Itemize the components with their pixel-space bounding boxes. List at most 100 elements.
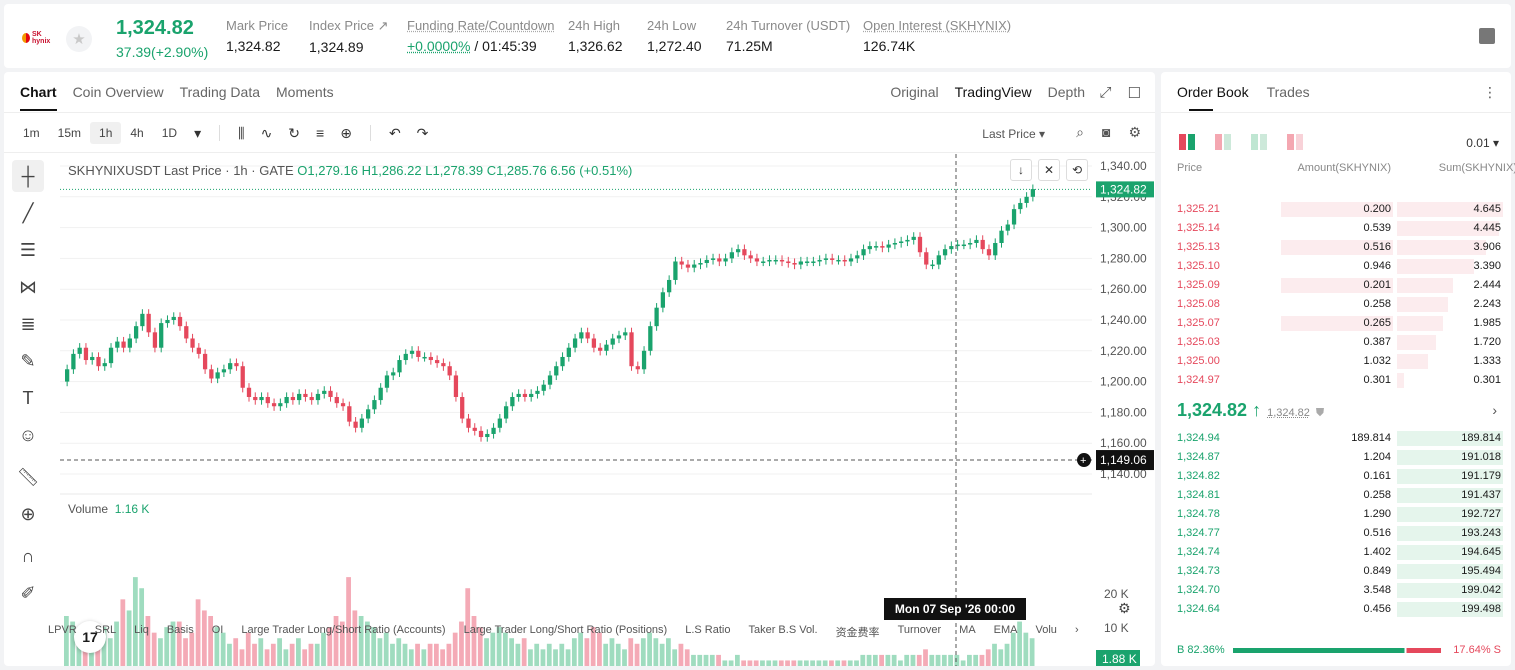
emoji-icon[interactable]: ☺ [18, 424, 38, 445]
order-book-row[interactable]: 1,325.14 0.539 4.445 [1161, 219, 1511, 238]
interval-1D[interactable]: 1D [161, 126, 178, 140]
indicator-4[interactable]: OI [211, 624, 224, 636]
ob-tab-0[interactable]: Order Book [1177, 84, 1249, 111]
brush-icon[interactable]: ✎ [20, 350, 36, 371]
candle [215, 372, 220, 379]
book-icon[interactable] [1479, 28, 1495, 44]
expand-icon[interactable]: ⤢ [1099, 84, 1112, 101]
order-book-row[interactable]: 1,325.03 0.387 1.720 [1161, 333, 1511, 352]
price-axis[interactable]: 1,340.001,320.001,300.001,280.001,260.00… [1092, 154, 1155, 666]
order-book-row[interactable]: 1,324.94 189.814 189.814 [1161, 429, 1511, 448]
fib-icon[interactable]: ≣ [20, 313, 36, 334]
indicator-6[interactable]: Large Trader Long/Short Ratio (Positions… [463, 624, 668, 636]
asks-only-icon[interactable] [1215, 134, 1231, 150]
volume-bar [534, 643, 540, 666]
search-icon[interactable]: ⌕ [1076, 124, 1084, 140]
compact-icon[interactable] [1287, 134, 1303, 150]
volume-bar [916, 654, 922, 666]
indicator-2[interactable]: Liq [134, 624, 149, 636]
order-book-row[interactable]: 1,325.00 1.032 1.333 [1161, 352, 1511, 371]
magnet-icon[interactable]: ∩ [21, 545, 35, 566]
chevron-right-icon[interactable]: › [1492, 402, 1497, 418]
replay-icon[interactable]: ↻ [288, 124, 301, 141]
row-amount: 1.032 [1363, 355, 1391, 367]
order-book-row[interactable]: 1,324.97 0.301 0.301 [1161, 371, 1511, 390]
price-type-select[interactable]: Last Price ▾ [982, 127, 1045, 141]
volume-bar [540, 649, 546, 666]
order-book-row[interactable]: 1,325.10 0.946 3.390 [1161, 257, 1511, 276]
order-book-row[interactable]: 1,325.07 0.265 1.985 [1161, 314, 1511, 333]
arrow-down-icon[interactable]: ↓ [1010, 159, 1032, 181]
indicator-12[interactable]: EMA [993, 624, 1018, 636]
camera-icon[interactable]: ◙ [1101, 124, 1111, 140]
order-book-row[interactable]: 1,324.78 1.290 192.727 [1161, 505, 1511, 524]
indicator-3[interactable]: Basis [166, 624, 194, 636]
candles-icon[interactable]: ⫼ [238, 124, 245, 141]
redo-icon[interactable]: ↷ [416, 124, 429, 141]
order-book-row[interactable]: 1,324.81 0.258 191.437 [1161, 486, 1511, 505]
collapse-icon[interactable]: ✕ [1038, 159, 1060, 181]
indicator-bar: LPVR SRL Liq Basis OI Large Trader Long/Short… [48, 624, 1079, 640]
tab-3[interactable]: Moments [276, 84, 334, 100]
interval-dropdown-icon[interactable]: ▾ [194, 124, 202, 141]
interval-4h[interactable]: 4h [130, 126, 144, 140]
horizontal-lines-icon[interactable]: ☰ [19, 239, 37, 260]
order-book-row[interactable]: 1,324.82 0.161 191.179 [1161, 467, 1511, 486]
interval-1m[interactable]: 1m [23, 126, 40, 140]
pattern-icon[interactable]: ⋈ [19, 276, 37, 297]
order-book-row[interactable]: 1,324.77 0.516 193.243 [1161, 524, 1511, 543]
indicator-10[interactable]: Turnover [897, 624, 942, 636]
order-book-row[interactable]: 1,325.09 0.201 2.444 [1161, 276, 1511, 295]
indicator-7[interactable]: L.S Ratio [685, 624, 731, 636]
trendline-icon[interactable]: ╱ [22, 202, 34, 223]
gear-icon[interactable]: ⚙ [1128, 124, 1141, 140]
order-book-row[interactable]: 1,324.64 0.456 199.498 [1161, 600, 1511, 619]
alert-add-icon[interactable]: ⊕ [340, 124, 352, 141]
text-icon[interactable]: T [22, 387, 34, 408]
tab-2[interactable]: Trading Data [179, 84, 261, 100]
window-icon[interactable]: ☐ [1127, 85, 1141, 102]
order-book-row[interactable]: 1,324.87 1.204 191.018 [1161, 448, 1511, 467]
price-chart[interactable]: Sep23456+ [60, 154, 1092, 666]
tab-1[interactable]: Coin Overview [72, 84, 164, 100]
order-book-row[interactable]: 1,324.74 1.402 194.645 [1161, 543, 1511, 562]
axis-settings-icon[interactable]: ⚙ [1118, 600, 1131, 616]
indicator-11[interactable]: MA [959, 624, 976, 636]
both-sides-icon[interactable] [1179, 134, 1195, 150]
templates-icon[interactable]: ≡ [316, 125, 325, 141]
interval-1h[interactable]: 1h [90, 122, 122, 144]
volume-bar [622, 649, 627, 666]
order-book-row[interactable]: 1,325.13 0.516 3.906 [1161, 238, 1511, 257]
tradingview-logo[interactable]: 17 [74, 621, 106, 653]
order-book-row[interactable]: 1,325.21 0.200 4.645 [1161, 200, 1511, 219]
indicator-0[interactable]: LPVR [48, 624, 77, 636]
ruler-icon[interactable]: 📏︎ [16, 466, 40, 487]
order-book-row[interactable]: 1,324.73 0.849 195.494 [1161, 562, 1511, 581]
undo-icon[interactable]: ↶ [388, 124, 401, 141]
reset-icon[interactable]: ⟲ [1066, 159, 1088, 181]
indicator-13[interactable]: Volu [1035, 624, 1057, 636]
bids-only-icon[interactable] [1251, 134, 1267, 150]
order-book-row[interactable]: 1,324.70 3.548 199.042 [1161, 581, 1511, 600]
favorite-star-icon[interactable]: ★ [66, 26, 92, 52]
indicator-1[interactable]: SRL [94, 624, 117, 636]
zoom-icon[interactable]: ⊕ [20, 503, 36, 524]
candle [422, 356, 427, 359]
crosshair-icon[interactable]: ┼ [12, 160, 44, 192]
view-1[interactable]: TradingView [954, 84, 1032, 100]
chevron-right-icon[interactable]: › [1074, 624, 1079, 636]
indicator-5[interactable]: Large Trader Long/Short Ratio (Accounts) [241, 624, 446, 636]
interval-15m[interactable]: 15m [57, 126, 82, 140]
indicators-icon[interactable]: ∿ [260, 124, 273, 141]
view-0[interactable]: Original [890, 84, 939, 100]
indicator-9[interactable]: 资金费率 [835, 627, 880, 639]
more-icon[interactable]: ⋮ [1483, 84, 1497, 100]
sum-depth-bar [1397, 240, 1487, 255]
tick-size-select[interactable]: 0.01 ▾ [1466, 136, 1499, 150]
ob-tab-1[interactable]: Trades [1266, 84, 1310, 100]
pencil-icon[interactable]: ✐ [20, 582, 36, 603]
tab-0[interactable]: Chart [20, 84, 57, 111]
indicator-8[interactable]: Taker B.S Vol. [748, 624, 818, 636]
order-book-row[interactable]: 1,325.08 0.258 2.243 [1161, 295, 1511, 314]
view-2[interactable]: Depth [1047, 84, 1085, 100]
